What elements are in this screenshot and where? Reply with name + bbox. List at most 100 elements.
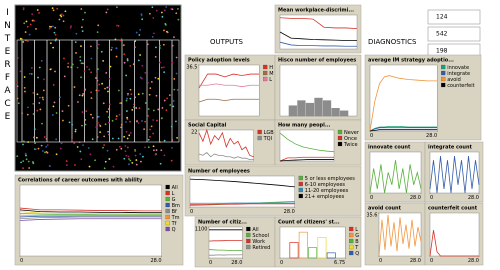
agent xyxy=(25,158,28,161)
legend-swatch xyxy=(298,187,303,193)
agent xyxy=(163,29,165,32)
agent xyxy=(172,100,175,102)
agent xyxy=(144,71,147,74)
agent xyxy=(133,38,136,41)
series-line xyxy=(19,207,162,212)
agent xyxy=(147,108,150,110)
agent xyxy=(52,46,55,49)
bar xyxy=(326,252,336,259)
agent xyxy=(21,38,24,41)
agent xyxy=(37,76,39,79)
agent xyxy=(41,122,43,125)
agent xyxy=(84,119,87,121)
agent xyxy=(54,39,57,42)
agent xyxy=(150,125,153,128)
agent xyxy=(129,97,132,100)
agent xyxy=(28,72,31,75)
agent xyxy=(83,70,86,73)
x-tick-label: 0 xyxy=(280,260,283,266)
agent xyxy=(16,85,19,88)
agent xyxy=(151,6,154,9)
agent xyxy=(142,155,144,158)
agent xyxy=(137,122,140,124)
agent xyxy=(79,150,82,153)
agent xyxy=(116,6,118,9)
monitor-value: 198 xyxy=(436,48,448,55)
plot-area xyxy=(429,212,480,257)
agent xyxy=(81,94,84,97)
agent xyxy=(74,128,77,131)
agent xyxy=(135,163,138,166)
legend-label: avoid xyxy=(447,77,461,83)
agent xyxy=(36,93,39,96)
agent xyxy=(26,40,29,43)
agent xyxy=(103,144,106,146)
agent xyxy=(74,164,76,166)
agent xyxy=(84,88,87,91)
legend-label: Work xyxy=(252,239,265,245)
agent xyxy=(163,9,166,12)
legend-label: 5 or less employees xyxy=(305,176,355,182)
agent xyxy=(97,24,100,27)
agent xyxy=(128,134,131,137)
agent xyxy=(22,167,24,170)
agent xyxy=(36,9,39,11)
agent xyxy=(64,10,67,13)
plot-area xyxy=(198,64,260,117)
plot-area xyxy=(369,64,438,132)
agent xyxy=(67,104,70,107)
legend-label: L xyxy=(172,191,175,197)
agent xyxy=(45,151,48,153)
agent xyxy=(130,93,133,96)
legend-label: counterfeit xyxy=(447,83,474,89)
agent xyxy=(38,12,40,14)
agent xyxy=(48,25,51,28)
agent xyxy=(27,160,30,163)
agent xyxy=(31,13,34,16)
series-line xyxy=(279,159,334,162)
legend-label: G xyxy=(355,233,359,239)
agent xyxy=(37,147,40,150)
agent xyxy=(90,91,93,94)
legend-swatch xyxy=(263,64,268,70)
x-tick-label: 28.0 xyxy=(468,258,479,264)
agent xyxy=(54,33,57,36)
agent xyxy=(82,93,85,95)
agent xyxy=(62,20,65,23)
agent xyxy=(86,65,88,68)
agent xyxy=(63,75,66,78)
agent xyxy=(22,140,25,143)
agent xyxy=(91,138,94,141)
bar xyxy=(317,236,327,259)
agent xyxy=(54,70,56,73)
agent xyxy=(146,43,149,46)
legend-label: Retired xyxy=(252,245,270,251)
series-line xyxy=(279,17,358,29)
x-tick-label: 28.0 xyxy=(426,133,437,139)
agent xyxy=(104,123,107,126)
agent xyxy=(154,55,157,58)
agent xyxy=(163,139,166,142)
agent xyxy=(123,157,126,160)
world-frame xyxy=(16,39,180,143)
agent xyxy=(171,147,173,149)
x-tick-label: 28.0 xyxy=(284,209,295,215)
agent xyxy=(59,96,62,99)
agent xyxy=(119,102,121,105)
agent xyxy=(45,145,48,148)
series-line xyxy=(198,98,260,103)
agent xyxy=(139,28,142,31)
agent xyxy=(17,102,20,105)
agent xyxy=(35,136,38,139)
agent xyxy=(35,28,37,30)
agent xyxy=(82,144,84,147)
agent xyxy=(58,18,61,21)
legend-swatch xyxy=(263,76,268,82)
agent xyxy=(176,137,178,139)
agent xyxy=(123,61,126,64)
agent xyxy=(84,11,86,14)
plot-title: Correlations of career outcomes with abi… xyxy=(18,178,143,184)
agent xyxy=(31,19,34,22)
legend-label: 11-20 employees xyxy=(305,188,349,194)
legend-label: L xyxy=(269,77,272,83)
